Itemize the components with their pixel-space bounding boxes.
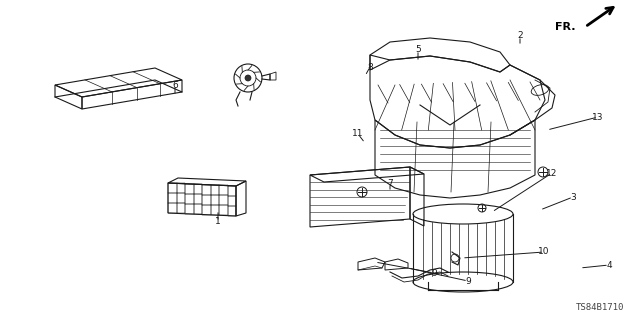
Text: 11: 11: [352, 130, 364, 138]
Text: 9: 9: [431, 269, 437, 278]
Text: 4: 4: [606, 261, 612, 270]
Text: 1: 1: [215, 218, 221, 226]
Text: FR.: FR.: [556, 22, 576, 32]
Text: 6: 6: [172, 80, 178, 90]
Text: 8: 8: [367, 63, 373, 71]
Text: 5: 5: [415, 46, 421, 55]
Text: 13: 13: [592, 113, 604, 122]
Text: 12: 12: [547, 168, 557, 177]
Text: TS84B1710: TS84B1710: [576, 303, 624, 313]
Text: 9: 9: [465, 277, 471, 286]
Text: 10: 10: [538, 248, 550, 256]
Text: 7: 7: [387, 179, 393, 188]
Text: 2: 2: [517, 32, 523, 41]
Circle shape: [245, 75, 251, 81]
Text: 3: 3: [570, 192, 576, 202]
